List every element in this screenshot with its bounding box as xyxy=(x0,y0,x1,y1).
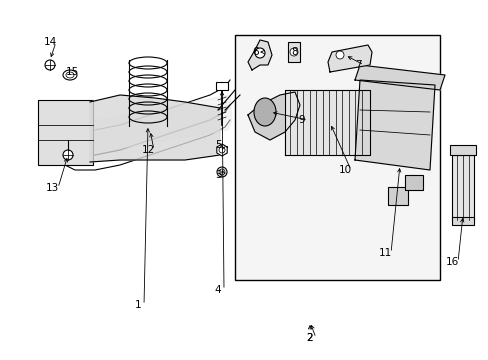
Bar xyxy=(38,100,93,165)
Polygon shape xyxy=(247,92,299,140)
Polygon shape xyxy=(40,95,231,160)
Text: 16: 16 xyxy=(445,257,458,267)
Text: 1: 1 xyxy=(134,300,141,310)
Circle shape xyxy=(254,48,264,58)
Polygon shape xyxy=(285,90,369,155)
Polygon shape xyxy=(247,40,271,70)
Polygon shape xyxy=(90,95,220,162)
Text: 8: 8 xyxy=(291,47,298,57)
Polygon shape xyxy=(354,65,444,90)
Polygon shape xyxy=(327,45,371,72)
Bar xyxy=(451,217,473,225)
Polygon shape xyxy=(354,80,434,170)
Text: 12: 12 xyxy=(141,145,154,155)
Circle shape xyxy=(45,60,55,70)
Text: 2: 2 xyxy=(306,333,313,343)
Bar xyxy=(387,187,407,205)
Text: 4: 4 xyxy=(214,285,221,295)
Bar xyxy=(451,155,473,220)
Text: 5: 5 xyxy=(214,140,221,150)
Bar xyxy=(287,42,299,62)
Bar xyxy=(404,175,422,190)
Text: 2: 2 xyxy=(306,333,313,343)
Bar xyxy=(235,35,439,280)
Circle shape xyxy=(289,48,297,56)
Text: 3: 3 xyxy=(214,170,221,180)
Circle shape xyxy=(335,51,343,59)
Text: 6: 6 xyxy=(252,47,259,57)
Text: 11: 11 xyxy=(378,248,391,258)
Text: 7: 7 xyxy=(354,60,361,70)
Circle shape xyxy=(63,150,73,160)
Text: 14: 14 xyxy=(43,37,57,47)
Ellipse shape xyxy=(253,98,275,126)
Bar xyxy=(216,82,227,90)
Text: 13: 13 xyxy=(45,183,59,193)
Ellipse shape xyxy=(63,70,77,80)
Text: 9: 9 xyxy=(298,115,305,125)
Polygon shape xyxy=(216,144,227,156)
Bar xyxy=(449,145,475,155)
Ellipse shape xyxy=(217,167,226,177)
Text: 15: 15 xyxy=(65,67,79,77)
Text: 10: 10 xyxy=(338,165,351,175)
